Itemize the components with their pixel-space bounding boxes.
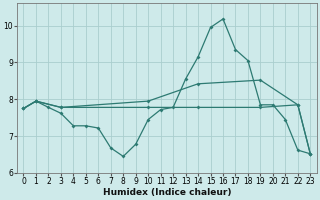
X-axis label: Humidex (Indice chaleur): Humidex (Indice chaleur) [103,188,231,197]
